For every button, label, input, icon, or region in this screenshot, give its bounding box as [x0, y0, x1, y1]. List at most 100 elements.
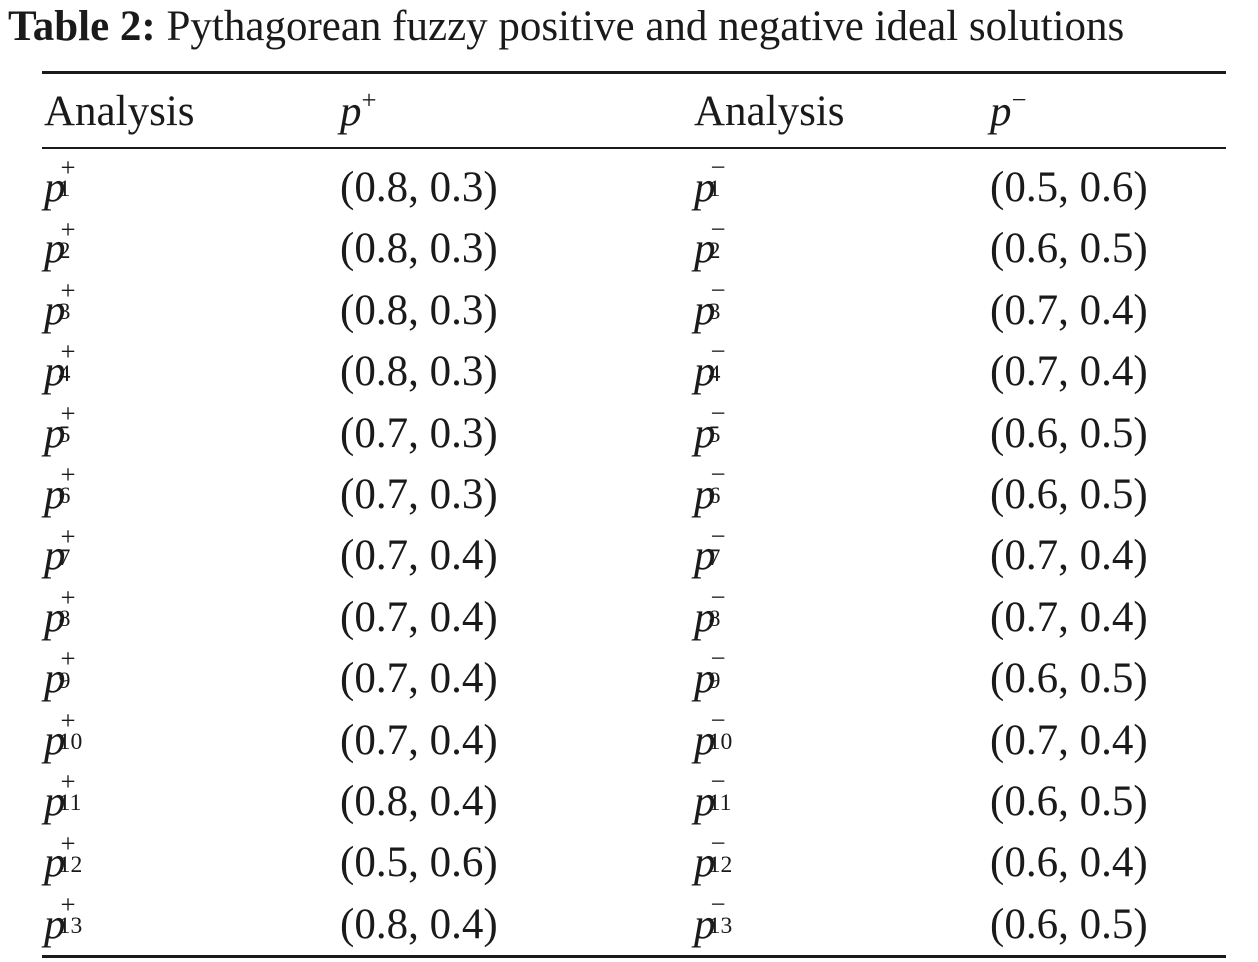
positive-ideal-label-base: p	[44, 164, 66, 211]
positive-ideal-label-symbol: p +13	[44, 891, 82, 953]
negative-ideal-label-subscript: 7	[708, 544, 721, 571]
positive-ideal-label-base: p	[44, 778, 66, 825]
table-row: p +7 (0.7, 0.4) p −7 (0.7, 0.4)	[0, 522, 1258, 589]
positive-ideal-value: (0.8, 0.4)	[340, 900, 498, 948]
negative-ideal-label-superscript: −	[710, 336, 726, 367]
negative-ideal-label-symbol: p −5	[694, 400, 726, 462]
table-row: p +10 (0.7, 0.4) p −10 (0.7, 0.4)	[0, 707, 1258, 774]
positive-ideal-label-superscript: +	[60, 888, 76, 919]
negative-ideal-label-superscript: −	[710, 827, 726, 858]
negative-ideal-label-superscript: −	[710, 152, 726, 183]
positive-ideal-label: p +7	[44, 522, 76, 584]
positive-ideal-value: (0.8, 0.4)	[340, 778, 498, 825]
table-row: p +11 (0.8, 0.4) p −11 (0.6, 0.5)	[0, 768, 1258, 835]
header-p-plus: p+	[340, 84, 377, 140]
positive-ideal-label-symbol: p +7	[44, 522, 76, 584]
negative-ideal-value: (0.6, 0.5)	[990, 409, 1148, 457]
negative-ideal-label: p −6	[694, 461, 726, 523]
negative-ideal-label-base: p	[694, 409, 716, 457]
table-row: p +4 (0.8, 0.3) p −4 (0.7, 0.4)	[0, 338, 1258, 405]
table-caption-label: Table 2:	[8, 3, 156, 50]
negative-ideal-value: (0.6, 0.4)	[990, 839, 1148, 887]
positive-ideal-value: (0.8, 0.3)	[340, 164, 498, 211]
positive-ideal-label-subscript: 8	[58, 606, 71, 633]
negative-ideal-label-subscript: 11	[708, 790, 732, 817]
positive-ideal-label-superscript: +	[60, 459, 76, 490]
positive-ideal-label-base: p	[44, 593, 66, 641]
positive-ideal-label-base: p	[44, 900, 66, 948]
positive-ideal-label-subscript: 1	[58, 176, 71, 203]
negative-ideal-label: p −8	[694, 584, 726, 646]
negative-ideal-label-base: p	[694, 778, 716, 825]
negative-ideal-label: p −5	[694, 400, 726, 462]
negative-ideal-label-base: p	[694, 900, 716, 948]
positive-ideal-label-base: p	[44, 471, 66, 518]
table-caption: Table 2: Pythagorean fuzzy positive and …	[8, 0, 1124, 54]
positive-ideal-label-base: p	[44, 286, 66, 334]
negative-ideal-label-symbol: p −12	[694, 829, 732, 891]
table-top-rule	[42, 71, 1226, 74]
negative-ideal-label-subscript: 5	[708, 422, 721, 449]
negative-ideal-label-symbol: p −3	[694, 277, 726, 339]
negative-ideal-label-symbol: p −11	[694, 768, 731, 830]
table-header-rule	[42, 147, 1226, 149]
table-row: p +3 (0.8, 0.3) p −3 (0.7, 0.4)	[0, 277, 1258, 344]
positive-ideal-label-superscript: +	[60, 643, 76, 674]
positive-ideal-label-subscript: 9	[58, 667, 71, 694]
negative-ideal-label-superscript: −	[710, 704, 726, 735]
table-row: p +9 (0.7, 0.4) p −9 (0.6, 0.5)	[0, 645, 1258, 712]
positive-ideal-label-superscript: +	[60, 397, 76, 428]
negative-ideal-value: (0.6, 0.5)	[990, 225, 1148, 273]
negative-ideal-label-subscript: 9	[708, 667, 721, 694]
negative-ideal-label: p −3	[694, 277, 726, 339]
positive-ideal-label-symbol: p +5	[44, 400, 76, 462]
negative-ideal-value: (0.6, 0.5)	[990, 471, 1148, 518]
header-analysis-positive: Analysis	[44, 88, 195, 135]
positive-ideal-label-subscript: 10	[58, 729, 83, 756]
positive-ideal-value: (0.7, 0.3)	[340, 409, 498, 457]
header-p-minus-base: p	[990, 88, 1012, 135]
table-row: p +8 (0.7, 0.4) p −8 (0.7, 0.4)	[0, 584, 1258, 651]
positive-ideal-label-symbol: p +12	[44, 829, 82, 891]
negative-ideal-label-subscript: 4	[708, 360, 721, 387]
negative-ideal-label-base: p	[694, 164, 716, 211]
positive-ideal-value: (0.7, 0.4)	[340, 655, 498, 703]
positive-ideal-label-superscript: +	[60, 336, 76, 367]
negative-ideal-label-superscript: −	[710, 520, 726, 551]
header-p-plus-base: p	[340, 88, 362, 135]
positive-ideal-label-symbol: p +10	[44, 707, 82, 769]
positive-ideal-label: p +13	[44, 891, 82, 953]
negative-ideal-value: (0.6, 0.5)	[990, 778, 1148, 825]
positive-ideal-value: (0.8, 0.3)	[340, 286, 498, 334]
positive-ideal-label: p +1	[44, 154, 76, 216]
negative-ideal-label-superscript: −	[710, 213, 726, 244]
positive-ideal-label-base: p	[44, 532, 66, 580]
positive-ideal-label-superscript: +	[60, 520, 76, 551]
negative-ideal-label-symbol: p −10	[694, 707, 732, 769]
negative-ideal-label-base: p	[694, 532, 716, 580]
positive-ideal-label-base: p	[44, 655, 66, 703]
negative-ideal-label: p −2	[694, 215, 726, 277]
positive-ideal-label-subscript: 4	[58, 360, 71, 387]
negative-ideal-label-base: p	[694, 286, 716, 334]
negative-ideal-label-base: p	[694, 471, 716, 518]
negative-ideal-label-superscript: −	[710, 643, 726, 674]
negative-ideal-label: p −10	[694, 707, 732, 769]
positive-ideal-label-symbol: p +2	[44, 215, 76, 277]
table-row: p +1 (0.8, 0.3) p −1 (0.5, 0.6)	[0, 154, 1258, 221]
positive-ideal-label: p +5	[44, 400, 76, 462]
positive-ideal-label-subscript: 5	[58, 422, 71, 449]
positive-ideal-label-symbol: p +9	[44, 645, 76, 707]
positive-ideal-label-superscript: +	[60, 152, 76, 183]
positive-ideal-value: (0.8, 0.3)	[340, 348, 498, 396]
positive-ideal-label: p +10	[44, 707, 82, 769]
negative-ideal-label-subscript: 6	[708, 483, 721, 510]
table-row: p +2 (0.8, 0.3) p −2 (0.6, 0.5)	[0, 215, 1258, 282]
negative-ideal-label: p −11	[694, 768, 731, 830]
positive-ideal-label-superscript: +	[60, 827, 76, 858]
positive-ideal-label-superscript: +	[60, 274, 76, 305]
header-p-plus-sup: +	[361, 84, 377, 115]
negative-ideal-label-superscript: −	[710, 397, 726, 428]
negative-ideal-value: (0.7, 0.4)	[990, 532, 1148, 580]
negative-ideal-label: p −1	[694, 154, 726, 216]
